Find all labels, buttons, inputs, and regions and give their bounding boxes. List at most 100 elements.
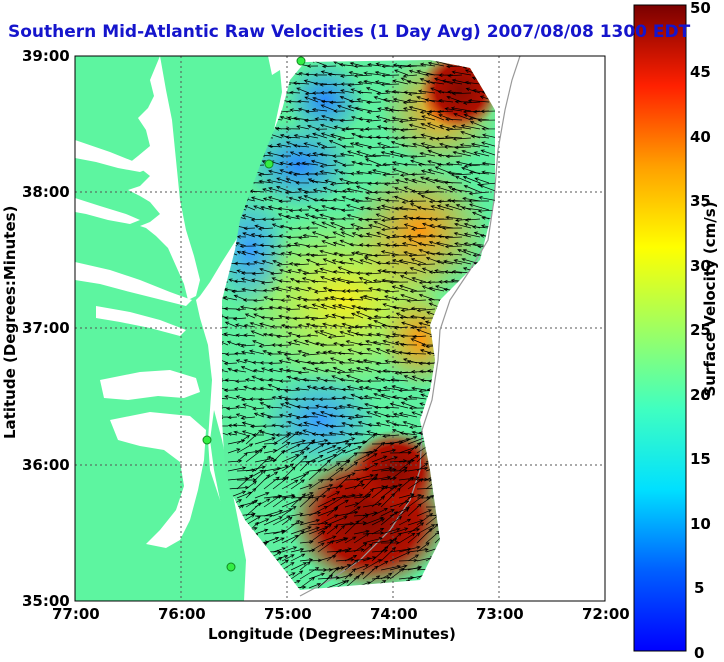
- y-tick-label: 39:00: [22, 47, 70, 65]
- velocity-arrow: [341, 395, 355, 400]
- velocity-arrow: [356, 406, 373, 411]
- velocity-arrow: [469, 116, 490, 121]
- velocity-arrow: [335, 499, 349, 508]
- velocity-arrow: [367, 135, 382, 140]
- velocity-arrow: [288, 261, 301, 266]
- velocity-arrow: [403, 162, 418, 167]
- velocity-arrow: [357, 217, 373, 222]
- velocity-arrow: [366, 206, 382, 211]
- velocity-arrow: [340, 315, 355, 320]
- velocity-arrow: [232, 423, 247, 427]
- velocity-arrow: [367, 323, 382, 328]
- velocity-arrow: [400, 128, 418, 132]
- velocity-arrow: [281, 479, 299, 490]
- velocity-arrow: [389, 459, 408, 463]
- velocity-arrow: [371, 507, 388, 517]
- velocity-arrow: [397, 370, 418, 375]
- velocity-arrow: [284, 190, 301, 195]
- velocity-arrow: [382, 162, 400, 167]
- velocity-arrow: [328, 118, 345, 122]
- velocity-arrow: [297, 208, 310, 212]
- velocity-arrow: [375, 361, 391, 366]
- velocity-arrow: [445, 154, 463, 159]
- velocity-arrow: [235, 413, 247, 418]
- velocity-arrow: [236, 452, 248, 463]
- velocity-arrow: [267, 234, 283, 238]
- velocity-arrow: [406, 351, 427, 356]
- velocity-arrow: [380, 82, 400, 87]
- velocity-arrow: [326, 467, 344, 481]
- velocity-arrow: [335, 437, 356, 445]
- velocity-arrow: [401, 242, 418, 247]
- velocity-arrow: [427, 168, 445, 175]
- velocity-arrow: [419, 62, 436, 67]
- velocity-arrow: [346, 374, 364, 382]
- velocity-arrow: [270, 217, 283, 222]
- velocity-arrow: [384, 295, 400, 301]
- velocity-arrow: [323, 405, 337, 409]
- velocity-arrow: [234, 379, 247, 384]
- velocity-arrow: [260, 280, 274, 285]
- velocity-arrow: [393, 226, 409, 230]
- velocity-arrow: [454, 242, 472, 247]
- velocity-arrow: [339, 152, 355, 157]
- velocity-arrow: [344, 575, 360, 589]
- velocity-arrow: [254, 437, 276, 445]
- velocity-arrow: [454, 145, 472, 150]
- velocity-arrow: [391, 168, 409, 175]
- velocity-arrow: [326, 491, 341, 499]
- velocity-arrow: [259, 243, 274, 248]
- velocity-arrow: [451, 187, 472, 193]
- velocity-arrow: [253, 250, 265, 256]
- velocity-arrow: [257, 226, 274, 231]
- velocity-arrow: [380, 527, 401, 535]
- velocity-arrow: [267, 151, 283, 157]
- velocity-arrow: [296, 125, 310, 130]
- velocity-arrow: [367, 145, 382, 150]
- velocity-arrow: [411, 135, 427, 140]
- velocity-arrow: [287, 99, 301, 104]
- velocity-arrow: [263, 476, 280, 490]
- velocity-arrow: [243, 333, 256, 338]
- velocity-arrow: [263, 471, 279, 481]
- velocity-arrow: [317, 574, 333, 589]
- velocity-arrow: [461, 149, 481, 157]
- velocity-arrow: [357, 342, 373, 347]
- velocity-arrow: [270, 271, 283, 276]
- velocity-arrow: [356, 305, 373, 310]
- velocity-arrow: [290, 493, 306, 508]
- velocity-arrow: [245, 480, 257, 490]
- velocity-arrow: [428, 286, 445, 292]
- velocity-arrow: [236, 307, 247, 312]
- velocity-arrow: [375, 347, 391, 355]
- velocity-arrow: [298, 151, 310, 157]
- velocity-arrow: [326, 446, 342, 454]
- velocity-arrow: [407, 478, 424, 490]
- velocity-arrow: [311, 221, 328, 229]
- velocity-arrow: [441, 79, 463, 85]
- velocity-arrow: [406, 234, 427, 239]
- velocity-arrow: [341, 196, 355, 202]
- velocity-arrow: [281, 466, 296, 481]
- velocity-arrow: [303, 142, 319, 148]
- velocity-arrow: [332, 270, 346, 274]
- velocity-arrow: [272, 547, 286, 553]
- velocity-arrow: [373, 253, 391, 258]
- velocity-arrow: [272, 476, 290, 490]
- velocity-arrow: [362, 559, 382, 571]
- velocity-arrow: [317, 523, 332, 535]
- velocity-arrow: [481, 170, 495, 175]
- velocity-arrow: [462, 248, 481, 256]
- velocity-arrow: [447, 73, 463, 78]
- velocity-arrow: [244, 378, 256, 382]
- velocity-arrow: [355, 311, 373, 319]
- velocity-arrow: [289, 108, 301, 112]
- velocity-arrow: [364, 196, 382, 202]
- y-tick-label: 36:00: [22, 456, 70, 474]
- velocity-arrow: [410, 155, 427, 159]
- velocity-arrow: [412, 334, 427, 339]
- velocity-arrow: [416, 308, 436, 313]
- velocity-arrow: [347, 150, 364, 157]
- velocity-arrow: [380, 456, 398, 463]
- velocity-arrow: [355, 366, 373, 373]
